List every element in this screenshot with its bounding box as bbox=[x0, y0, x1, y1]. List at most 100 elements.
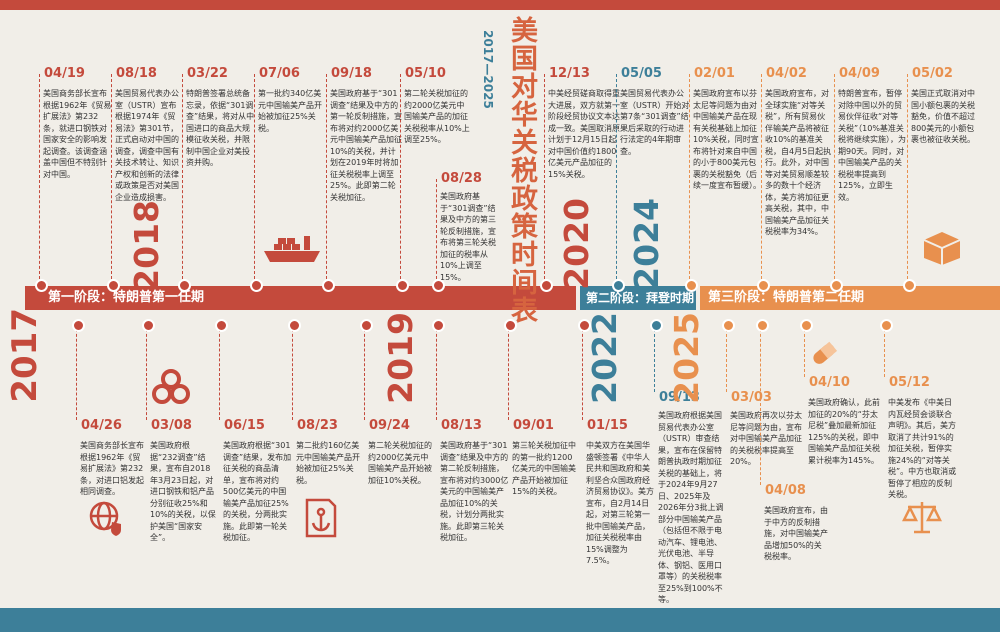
timeline-dot bbox=[107, 279, 120, 292]
year-label: 2025 bbox=[667, 312, 706, 404]
timeline-connector bbox=[689, 74, 691, 279]
event-date: 05/02 bbox=[912, 66, 953, 81]
timeline-connector bbox=[326, 74, 328, 279]
event-date: 08/28 bbox=[441, 171, 482, 186]
event-description: 特朗普宣布，暂停对除中国以外的贸易伙伴征收“对等关税”（10%基准关税将继续实施… bbox=[838, 89, 906, 202]
event-description: 特朗普签署总统备忘录，依据“301调查”结果，将对从中国进口的商品大规模征收关税… bbox=[186, 89, 255, 167]
timeline-dot bbox=[540, 279, 553, 292]
timeline-connector bbox=[146, 329, 148, 420]
year-label: 2022 bbox=[585, 312, 624, 404]
timeline-connector bbox=[760, 329, 762, 485]
timeline-connector bbox=[182, 74, 184, 279]
event-date: 04/10 bbox=[809, 375, 850, 390]
timeline-dot bbox=[756, 319, 769, 332]
timeline-dot bbox=[880, 319, 893, 332]
timeline-dot bbox=[396, 279, 409, 292]
timeline-connector bbox=[76, 329, 78, 420]
timeline-connector bbox=[39, 74, 41, 279]
timeline-connector bbox=[508, 329, 510, 420]
event-description: 中美经贸磋商取得重大进展，双方就第一阶段经贸协议文本达成一致。美国取消原计划于1… bbox=[548, 89, 620, 179]
steel-pipes-icon bbox=[152, 369, 190, 404]
event-description: 美国商务部长宣布根据1962年《贸易扩展法》第232条，对进口铝发起相同调查。 bbox=[80, 441, 144, 496]
year-label: 2017 bbox=[5, 308, 45, 403]
event-date: 01/15 bbox=[587, 418, 628, 433]
scales-icon bbox=[902, 502, 942, 534]
phase-band-3 bbox=[700, 286, 1000, 310]
event-date: 09/18 bbox=[331, 66, 372, 81]
event-date: 04/08 bbox=[765, 483, 806, 498]
event-description: 美国政府宣布，由于中方的反制措施，对中国输美产品增加50%的关税税率。 bbox=[764, 506, 828, 561]
timeline-dot bbox=[215, 319, 228, 332]
timeline-dot bbox=[360, 319, 373, 332]
event-date: 05/12 bbox=[889, 375, 930, 390]
event-date: 03/22 bbox=[187, 66, 228, 81]
event-description: 第二轮关税加征的约2000亿美元中国输美产品的加征关税税率从10%上调至25%。 bbox=[404, 89, 470, 144]
event-description: 美国政府宣布，对全球实施“对等关税”，所有贸易伙伴输美产品将被征收10%的基准关… bbox=[765, 89, 832, 236]
timeline-dot bbox=[903, 279, 916, 292]
event-date: 03/08 bbox=[151, 418, 192, 433]
event-description: 美国商务部长宣布根据1962年《贸易扩展法》第232条，就进口钢铁对国家安全的影… bbox=[43, 89, 112, 179]
timeline-connector bbox=[436, 329, 438, 420]
timeline-connector bbox=[292, 329, 294, 420]
event-date: 07/06 bbox=[259, 66, 300, 81]
event-date: 08/13 bbox=[441, 418, 482, 433]
timeline-connector bbox=[654, 329, 656, 392]
package-icon bbox=[923, 232, 961, 265]
event-description: 美国政府根据“301调查”结果，发布加征关税的商品清单，宣布将对约500亿美元的… bbox=[223, 441, 292, 542]
event-description: 美国政府再次以芬太尼等问题为由，宣布对中国输美产品加征的关税税率提高至20%。 bbox=[730, 411, 802, 466]
timeline-connector bbox=[804, 329, 806, 377]
ship-icon bbox=[264, 236, 320, 262]
timeline-connector bbox=[616, 74, 618, 279]
event-description: 美国政府根据美国贸易代表办公室（USTR）审查结果，宣布在保留特朗普执政时期加征… bbox=[658, 411, 724, 604]
event-date: 06/15 bbox=[224, 418, 265, 433]
event-description: 中美发布《中美日内瓦经贸会谈联合声明》。其后，美方取消了共计91%的加征关税，暂… bbox=[888, 398, 957, 499]
pill-icon bbox=[813, 341, 838, 364]
year-label: 2018 bbox=[127, 200, 166, 292]
event-date: 04/19 bbox=[44, 66, 85, 81]
event-date: 08/23 bbox=[297, 418, 338, 433]
event-description: 第三轮关税加征中的第一批约1200亿美元的中国输美产品开始被加征15%的关税。 bbox=[512, 441, 576, 496]
timeline-dot bbox=[432, 319, 445, 332]
timeline-connector bbox=[884, 329, 886, 377]
event-date: 12/13 bbox=[549, 66, 590, 81]
timeline-connector bbox=[400, 74, 402, 279]
timeline-connector bbox=[726, 329, 728, 392]
event-description: 美国政府基于“301调查”结果及中方的第三轮反制措施，宣布将第三轮关税加征的税率… bbox=[440, 192, 496, 282]
timeline-dot bbox=[432, 279, 445, 292]
timeline-dot bbox=[722, 319, 735, 332]
phase-label-3: 第三阶段：特朗普第二任期 bbox=[708, 290, 865, 305]
event-description: 美国政府根据“232调查”结果，宣布自2018年3月23日起，对进口钢铁和铝产品… bbox=[150, 441, 216, 542]
title-years: 2017—2025 bbox=[481, 30, 495, 109]
timeline-connector bbox=[907, 74, 909, 279]
timeline-connector bbox=[544, 74, 546, 279]
event-date: 04/09 bbox=[839, 66, 880, 81]
event-date: 09/13 bbox=[659, 390, 700, 405]
timeline-connector bbox=[436, 179, 438, 279]
timeline-dot bbox=[142, 319, 155, 332]
year-label: 2024 bbox=[627, 198, 666, 290]
event-date: 09/01 bbox=[513, 418, 554, 433]
phase-label-2: 第二阶段：拜登时期 bbox=[586, 291, 695, 305]
timeline-connector bbox=[582, 329, 584, 420]
event-date: 09/24 bbox=[369, 418, 410, 433]
timeline-dot bbox=[757, 279, 770, 292]
timeline-dot bbox=[35, 279, 48, 292]
event-description: 中美双方在美国华盛顿签署《中华人民共和国政府和美利坚合众国政府经济贸易协议》。美… bbox=[586, 441, 654, 565]
timeline-dot bbox=[288, 319, 301, 332]
anchor-document-icon bbox=[305, 498, 337, 538]
timeline-dot bbox=[178, 279, 191, 292]
timeline-connector bbox=[219, 329, 221, 420]
timeline-dot bbox=[830, 279, 843, 292]
timeline-dot bbox=[72, 319, 85, 332]
timeline-dot bbox=[578, 319, 591, 332]
event-date: 05/05 bbox=[621, 66, 662, 81]
event-date: 08/18 bbox=[116, 66, 157, 81]
event-description: 美国正式取消对中国小额包裹的关税豁免，价值不超过800美元的小额包裹也被征收关税… bbox=[911, 89, 975, 144]
page-title: 美国对华关税政策时间表 bbox=[506, 16, 537, 324]
year-label: 2020 bbox=[557, 198, 596, 290]
event-date: 04/26 bbox=[81, 418, 122, 433]
event-description: 美国政府基于“301调查”结果及中方的第一轮反制措施，宣布将对约2000亿美元中… bbox=[330, 89, 402, 202]
event-description: 美国政府宣布以芬太尼等问题为由对中国输美产品在现有关税基础上加征10%关税，同时… bbox=[693, 89, 761, 190]
timeline-dot bbox=[800, 319, 813, 332]
event-description: 第二批约160亿美元中国输美产品开始被加征25%关税。 bbox=[296, 441, 360, 485]
